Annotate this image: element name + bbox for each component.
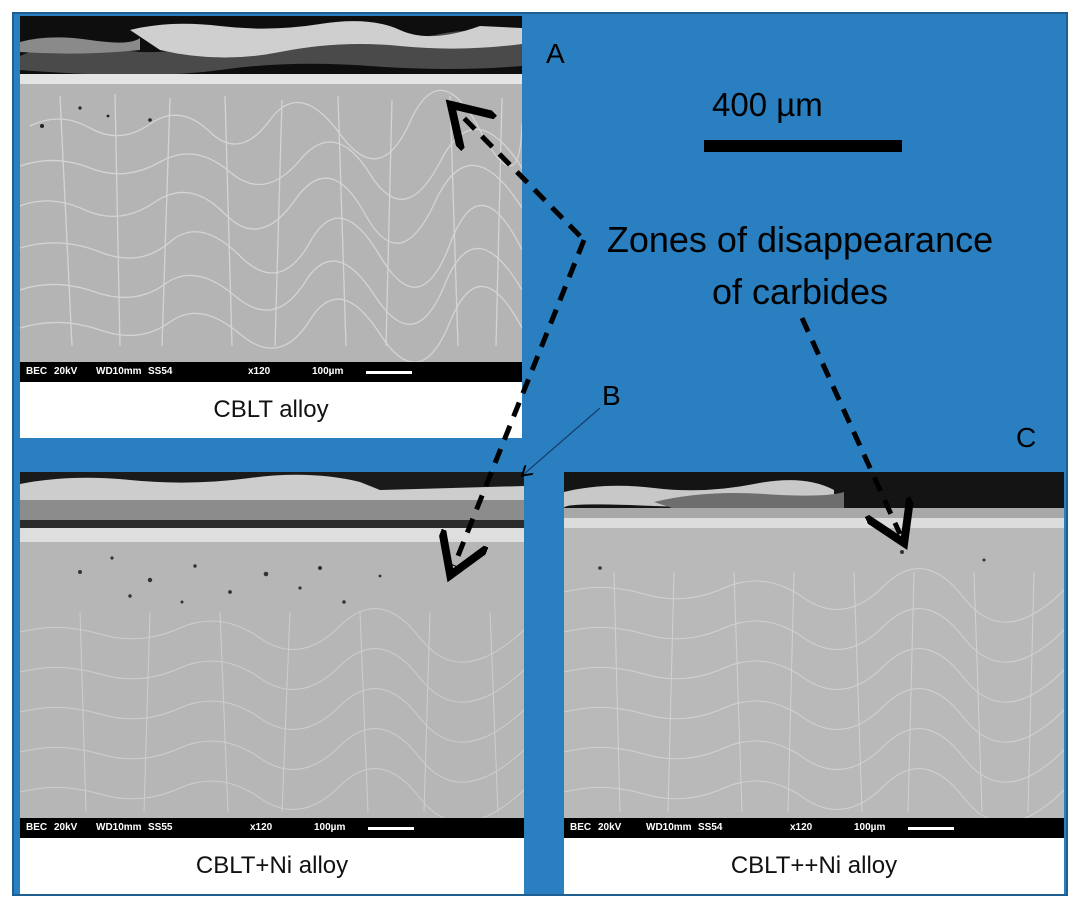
panel-a-sem-databar: BEC 20kV WD10mm SS54 x120 100µm	[20, 362, 522, 382]
panel-a-sem-ss: SS54	[148, 366, 173, 377]
panel-b-carbide-network	[20, 608, 524, 818]
panel-c-sem-ss: SS54	[698, 822, 723, 833]
panel-a-sem-wd: WD10mm	[96, 366, 142, 377]
panel-c-sem-kv: 20kV	[598, 822, 622, 833]
panel-a-micrograph-image	[20, 16, 522, 362]
panel-c-letter: C	[1016, 422, 1037, 453]
panel-c-carbide-network	[564, 568, 1064, 818]
panel-b-sem-ss: SS55	[148, 822, 173, 833]
scale-label: 400 µm	[712, 86, 823, 123]
panel-c-sem-scale: 100µm	[854, 822, 886, 833]
panel-c-sem-mode: BEC	[570, 822, 592, 833]
panel-a-letter: A	[546, 38, 565, 69]
panel-b-sem-databar: BEC 20kV WD10mm SS55 x120 100µm	[20, 818, 524, 838]
panel-b-sem-scale: 100µm	[314, 822, 346, 833]
panel-a-sem-kv: 20kV	[54, 366, 78, 377]
panel-c: BEC 20kV WD10mm SS54 x120 100µm CBLT++Ni…	[564, 472, 1064, 894]
panel-c-sem-databar: BEC 20kV WD10mm SS54 x120 100µm	[564, 818, 1064, 838]
panel-b-sem-scale-bar	[368, 827, 414, 830]
panel-b-sem-mag: x120	[250, 822, 273, 833]
panel-b-micrograph	[20, 472, 524, 818]
panel-b-caption: CBLT+Ni alloy	[195, 852, 349, 879]
panel-b-letter: B	[602, 380, 621, 411]
panel-c-sem-wd: WD10mm	[646, 822, 692, 833]
panel-c-sem-mag: x120	[790, 822, 813, 833]
annotation-line-2: of carbides	[711, 271, 889, 312]
panel-a: BEC 20kV WD10mm SS54 x120 100µm CBLT all…	[20, 16, 522, 438]
panel-b-micrograph-image	[20, 472, 524, 818]
panel-a-sem-mode: BEC	[26, 366, 48, 377]
panel-a-micrograph	[20, 16, 522, 362]
panel-b-sem-mode: BEC	[26, 822, 48, 833]
panel-c-micrograph	[564, 472, 1064, 818]
panel-b-sem-kv: 20kV	[54, 822, 78, 833]
scale-bar	[704, 140, 902, 152]
panel-a-caption: CBLT alloy	[213, 396, 329, 423]
panel-a-sem-scale-bar	[366, 371, 412, 374]
panel-b: BEC 20kV WD10mm SS55 x120 100µm CBLT+Ni …	[20, 472, 524, 894]
panel-a-sem-mag: x120	[248, 366, 271, 377]
annotation-text: Zones of disappearance of carbides	[580, 214, 1020, 318]
annotation-line-1: Zones of disappearance	[606, 219, 994, 260]
panel-c-micrograph-image	[564, 472, 1064, 818]
panel-a-sem-scale: 100µm	[312, 366, 344, 377]
panel-c-sem-scale-bar	[908, 827, 954, 830]
panel-c-caption: CBLT++Ni alloy	[730, 852, 898, 879]
panel-b-sem-wd: WD10mm	[96, 822, 142, 833]
